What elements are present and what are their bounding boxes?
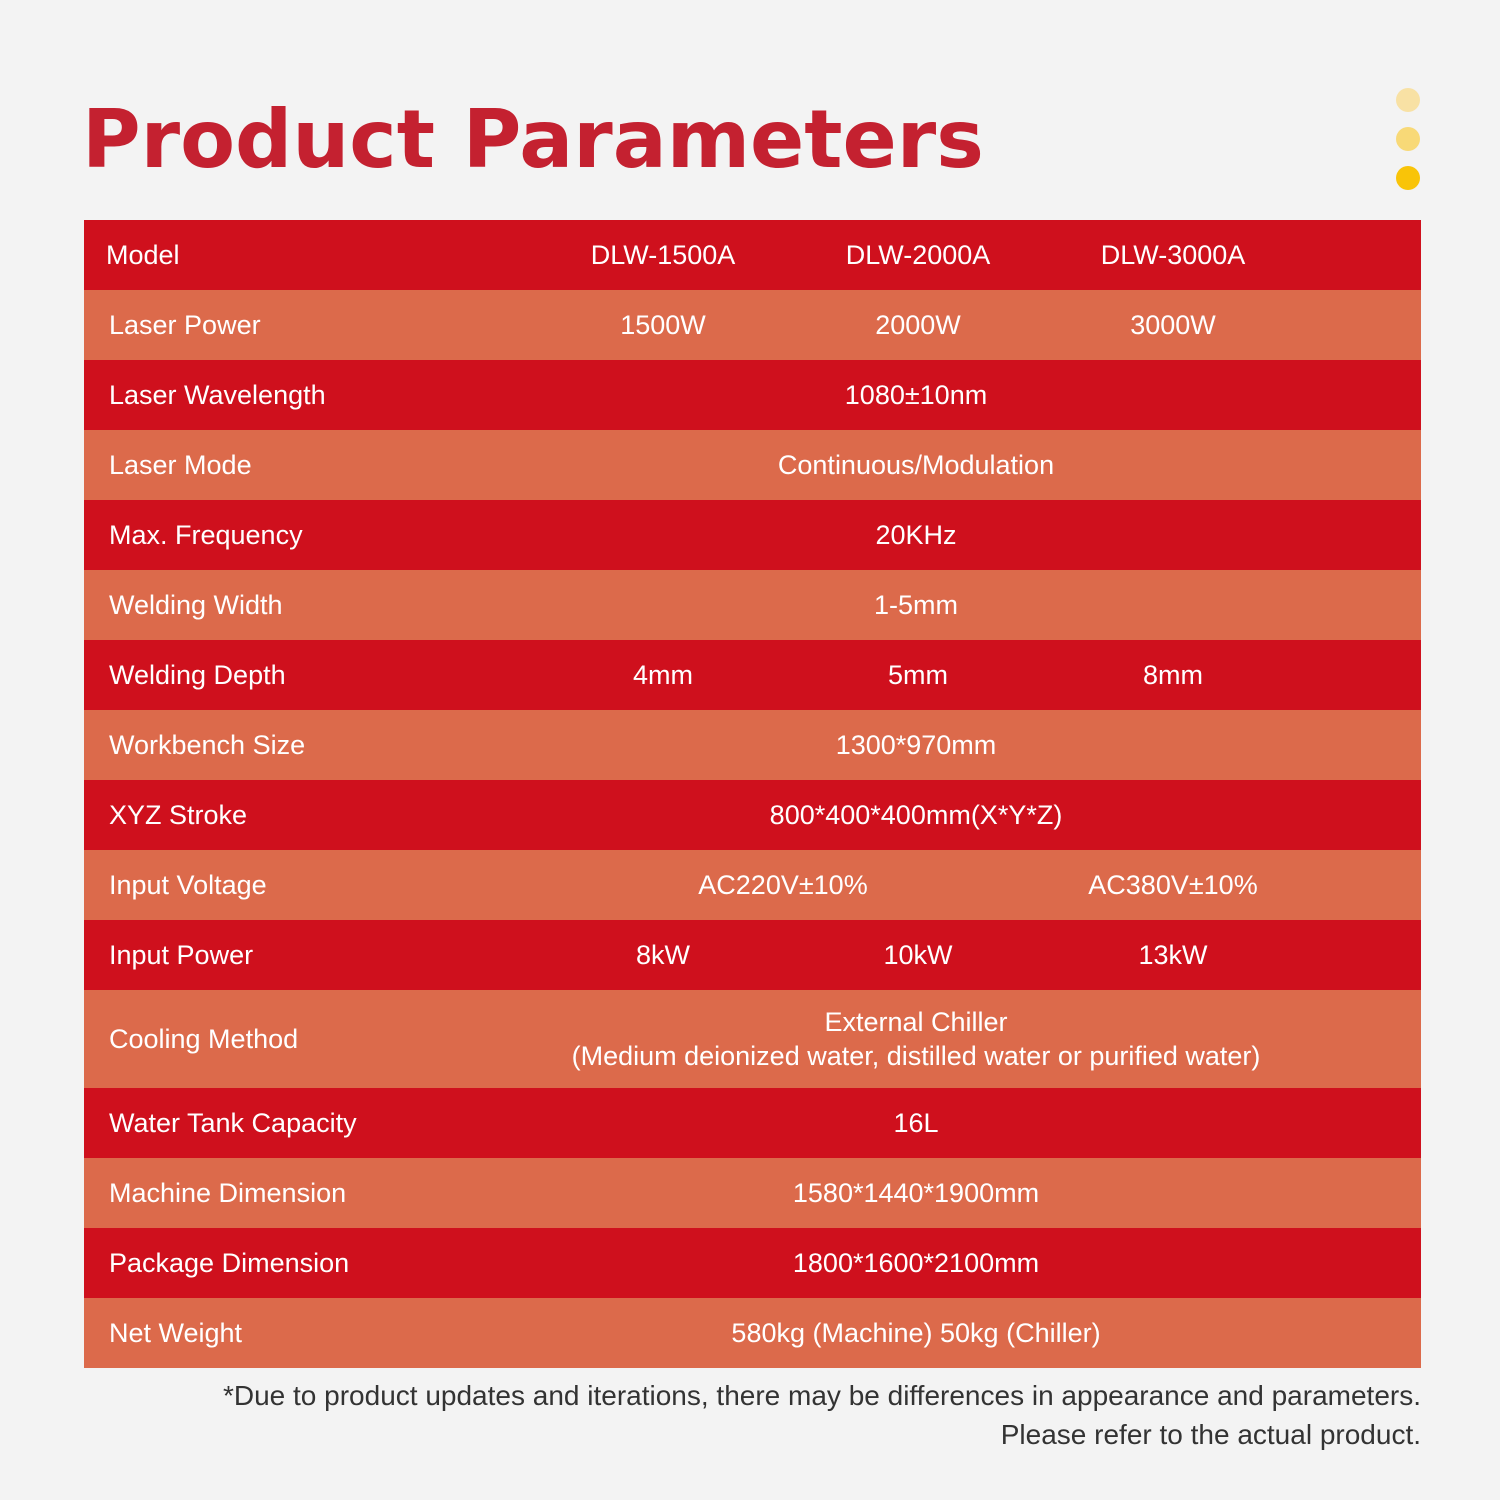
row-value: 16L xyxy=(893,1108,939,1138)
row-label: Machine Dimension xyxy=(109,1178,347,1208)
model-2: DLW-2000A xyxy=(845,240,991,270)
row-label: XYZ Stroke xyxy=(109,800,248,830)
table-row: Machine Dimension 1580*1440*1900mm xyxy=(84,1158,1421,1228)
dot-icon xyxy=(1396,88,1420,112)
row-label: Welding Width xyxy=(109,590,283,620)
table-row: Cooling Method External Chiller (Medium … xyxy=(84,990,1421,1088)
row-label: Net Weight xyxy=(109,1318,243,1348)
table-row: Max. Frequency 20KHz xyxy=(84,500,1421,570)
row-value: 20KHz xyxy=(875,520,957,550)
table-row: Welding Depth 4mm 5mm 8mm xyxy=(84,640,1421,710)
row-value: 8mm xyxy=(1143,660,1203,690)
table-row: Laser Mode Continuous/Modulation xyxy=(84,430,1421,500)
table-header-row: Model DLW-1500A DLW-2000A DLW-3000A xyxy=(84,220,1421,290)
row-value: 800*400*400mm(X*Y*Z) xyxy=(769,800,1063,830)
row-label: Laser Mode xyxy=(109,450,252,480)
row-value: 5mm xyxy=(888,660,948,690)
row-label: Input Voltage xyxy=(109,870,267,900)
row-value: Continuous/Modulation xyxy=(777,450,1055,480)
table-row: Input Voltage AC220V±10% AC380V±10% xyxy=(84,850,1421,920)
row-label: Welding Depth xyxy=(109,660,286,690)
row-value: AC220V±10% xyxy=(698,870,868,900)
table-row: XYZ Stroke 800*400*400mm(X*Y*Z) xyxy=(84,780,1421,850)
row-value: 10kW xyxy=(883,940,953,970)
row-label: Laser Wavelength xyxy=(109,380,326,410)
decorative-dots xyxy=(1396,88,1420,205)
row-value: 1800*1600*2100mm xyxy=(792,1248,1040,1278)
row-value: 1500W xyxy=(620,310,706,340)
row-value-line: External Chiller xyxy=(824,1007,1008,1037)
page-title: Product Parameters xyxy=(82,93,984,186)
row-value: 8kW xyxy=(636,940,690,970)
row-label: Max. Frequency xyxy=(109,520,303,550)
disclaimer-line: Please refer to the actual product. xyxy=(1000,1419,1421,1450)
table-row: Package Dimension 1800*1600*2100mm xyxy=(84,1228,1421,1298)
dot-icon xyxy=(1396,127,1420,151)
row-value: 3000W xyxy=(1130,310,1216,340)
model-3: DLW-3000A xyxy=(1100,240,1246,270)
row-label: Package Dimension xyxy=(109,1248,350,1278)
row-value: AC380V±10% xyxy=(1088,870,1258,900)
row-value: 580kg (Machine) 50kg (Chiller) xyxy=(731,1318,1101,1348)
table-row: Laser Power 1500W 2000W 3000W xyxy=(84,290,1421,360)
disclaimer-line: *Due to product updates and iterations, … xyxy=(222,1380,1421,1411)
row-label: Input Power xyxy=(109,940,254,970)
table-row: Input Power 8kW 10kW 13kW xyxy=(84,920,1421,990)
row-value: 1080±10nm xyxy=(844,380,988,410)
row-value: 4mm xyxy=(633,660,693,690)
table-row: Water Tank Capacity 16L xyxy=(84,1088,1421,1158)
row-label: Cooling Method xyxy=(109,1024,299,1054)
row-value: 13kW xyxy=(1138,940,1208,970)
row-value-line: (Medium deionized water, distilled water… xyxy=(571,1041,1261,1071)
table-row: Net Weight 580kg (Machine) 50kg (Chiller… xyxy=(84,1298,1421,1368)
row-label: Workbench Size xyxy=(109,730,306,760)
table-row: Workbench Size 1300*970mm xyxy=(84,710,1421,780)
disclaimer-note: *Due to product updates and iterations, … xyxy=(223,1376,1421,1454)
row-value: External Chiller (Medium deionized water… xyxy=(533,1005,1299,1073)
parameters-table: Model DLW-1500A DLW-2000A DLW-3000A Lase… xyxy=(84,220,1421,1368)
row-value: 1-5mm xyxy=(873,590,958,620)
table-row: Welding Width 1-5mm xyxy=(84,570,1421,640)
row-value: 1580*1440*1900mm xyxy=(792,1178,1040,1208)
row-value: 2000W xyxy=(875,310,961,340)
header-label: Model xyxy=(106,240,180,270)
table-row: Laser Wavelength 1080±10nm xyxy=(84,360,1421,430)
row-label: Laser Power xyxy=(109,310,261,340)
dot-icon xyxy=(1396,166,1420,190)
model-1: DLW-1500A xyxy=(590,240,736,270)
row-value: 1300*970mm xyxy=(835,730,997,760)
row-label: Water Tank Capacity xyxy=(109,1108,357,1138)
